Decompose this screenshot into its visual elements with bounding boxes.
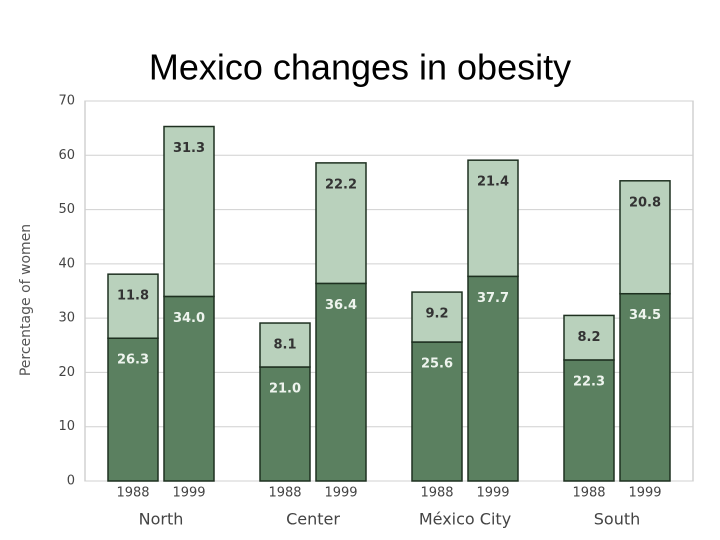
value-label: 8.1 — [273, 338, 296, 353]
value-label: 20.8 — [629, 195, 661, 210]
y-tick-label: 30 — [58, 311, 75, 326]
value-label: 21.4 — [477, 175, 509, 190]
value-label: 9.2 — [425, 307, 448, 322]
group-label: Center — [286, 510, 340, 529]
y-tick-label: 50 — [58, 202, 75, 217]
bar-segment — [467, 275, 519, 482]
value-label: 22.3 — [573, 374, 605, 389]
x-tick-label: 1988 — [268, 486, 301, 501]
value-label: 22.2 — [325, 177, 357, 192]
y-tick-label: 10 — [58, 419, 75, 434]
bar-segment — [619, 180, 671, 295]
y-tick-label: 60 — [58, 148, 75, 163]
value-label: 31.3 — [173, 141, 205, 156]
y-tick-label: 70 — [58, 94, 75, 109]
value-label: 25.6 — [421, 357, 453, 372]
group-label: North — [139, 510, 184, 529]
x-tick-label: 1988 — [572, 486, 605, 501]
group-label: México City — [419, 510, 511, 529]
x-tick-label: 1999 — [628, 486, 661, 501]
bar-segment — [411, 291, 463, 343]
bar-segment — [163, 125, 215, 298]
bar-segment — [107, 273, 159, 339]
x-tick-label: 1999 — [324, 486, 357, 501]
bar-segment — [259, 322, 311, 368]
value-label: 36.4 — [325, 298, 357, 313]
value-label: 11.8 — [117, 289, 149, 304]
chart-title: Mexico changes in obesity — [149, 47, 571, 88]
y-axis-label: Percentage of women — [18, 224, 34, 376]
bar-segment — [163, 295, 215, 482]
bar-segment — [411, 341, 463, 482]
value-label: 8.2 — [577, 330, 600, 345]
value-label: 26.3 — [117, 353, 149, 368]
value-label: 21.0 — [269, 382, 301, 397]
value-label: 34.5 — [629, 308, 661, 323]
group-label: South — [594, 510, 641, 529]
x-tick-label: 1999 — [476, 486, 509, 501]
bar-segment — [315, 162, 367, 285]
bar-segment — [259, 366, 311, 482]
bar-segment — [467, 159, 519, 278]
bar-segment — [563, 314, 615, 361]
x-tick-label: 1988 — [116, 486, 149, 501]
x-tick-label: 1988 — [420, 486, 453, 501]
bar-segment — [315, 282, 367, 482]
bar-segment — [107, 337, 159, 482]
value-label: 37.7 — [477, 291, 509, 306]
bar-segment — [563, 359, 615, 482]
y-tick-label: 40 — [58, 256, 75, 271]
y-tick-label: 20 — [58, 365, 75, 380]
bar-segment — [619, 292, 671, 482]
x-tick-label: 1999 — [172, 486, 205, 501]
y-tick-label: 0 — [67, 474, 75, 489]
value-label: 34.0 — [173, 311, 205, 326]
